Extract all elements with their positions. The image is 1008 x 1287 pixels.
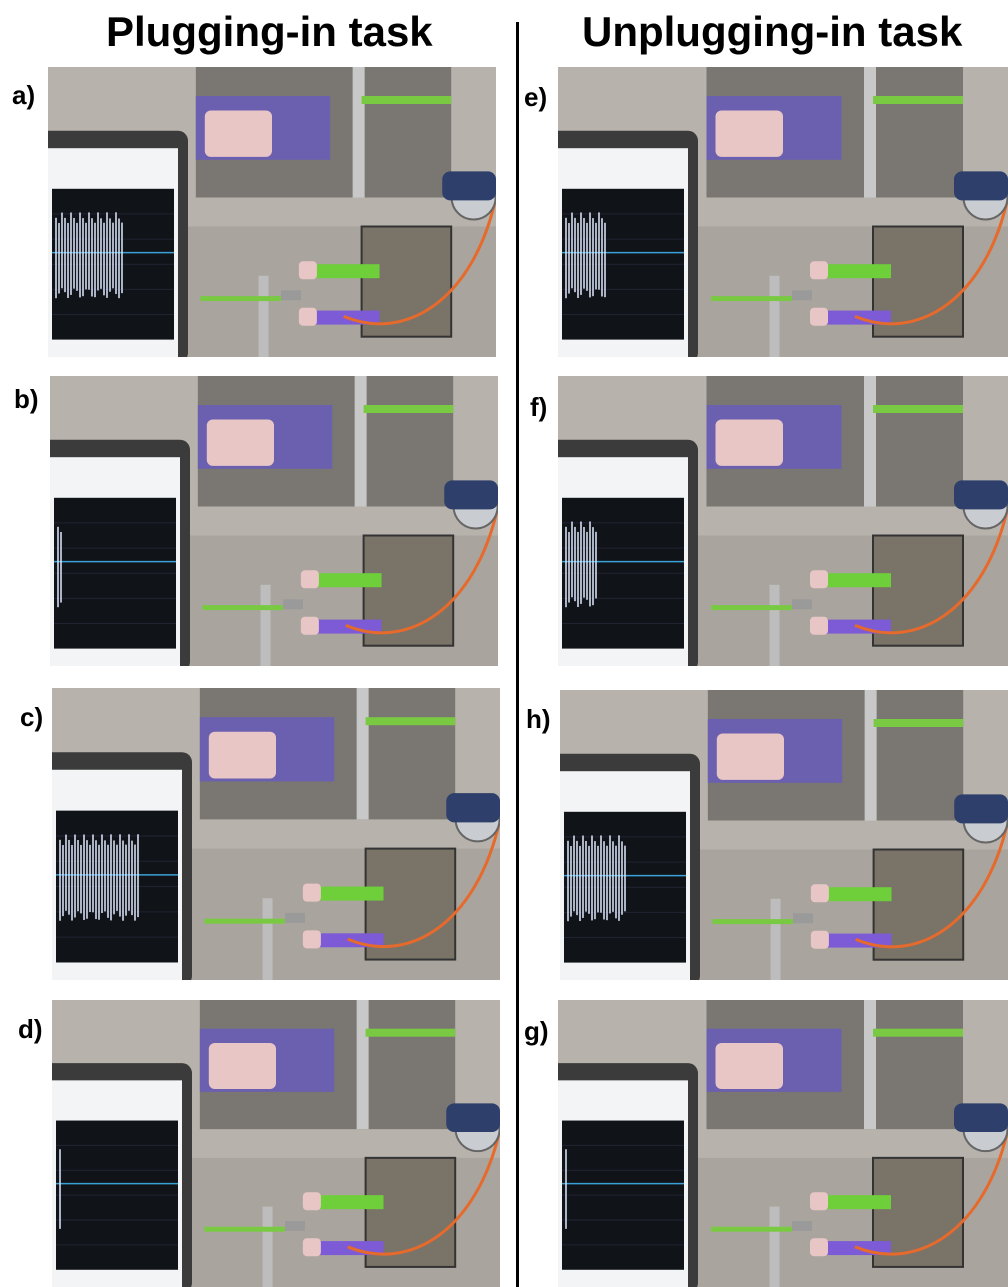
gripper-finger-green (311, 1195, 384, 1210)
stand-post (770, 898, 781, 980)
photo-panel-e (558, 67, 1008, 357)
fiber-cable (711, 296, 792, 302)
orange-cable (343, 197, 496, 326)
panel-label-e: e) (524, 82, 548, 112)
photo-panel-h (560, 690, 1008, 980)
gripper-finger-green (819, 573, 891, 588)
orange-cable (347, 1128, 500, 1256)
fiber-cable (204, 918, 285, 924)
photo-panel-b (50, 376, 498, 666)
gripper-finger-green (309, 573, 382, 588)
stand-post (262, 1206, 273, 1287)
stand-post (258, 275, 269, 357)
panel-label-f: f) (530, 392, 548, 422)
gripper-finger-green (819, 264, 891, 279)
column-divider (516, 22, 519, 1287)
orange-cable (854, 506, 1008, 635)
heading-plugging-in: Plugging-in task (106, 8, 433, 55)
photo-panel-a (48, 67, 496, 357)
panel-label-g: g) (524, 1016, 549, 1046)
gripper-finger-green (311, 886, 384, 901)
gripper-finger-green (819, 887, 892, 902)
stand-post (769, 1206, 780, 1287)
stand-post (769, 584, 780, 666)
panel-label-h: h) (526, 704, 551, 734)
orange-cable (854, 197, 1008, 326)
orange-cable (855, 820, 1008, 949)
gripper-finger-green (819, 1195, 891, 1210)
gripper-finger-green (307, 264, 380, 279)
fiber-cable (711, 1226, 792, 1232)
heading-unplugging: Unplugging-in task (582, 8, 963, 55)
photo-panel-d (52, 1000, 500, 1287)
panel-label-d: d) (18, 1014, 43, 1044)
photo-panel-g (558, 1000, 1008, 1287)
orange-cable (347, 819, 500, 949)
stand-post (262, 898, 273, 980)
fiber-cable (711, 605, 792, 611)
photo-panel-c (52, 688, 500, 980)
panel-label-b: b) (14, 384, 39, 414)
fiber-cable (712, 919, 793, 925)
stand-post (260, 584, 271, 666)
photo-panel-f (558, 376, 1008, 666)
fiber-cable (202, 605, 283, 611)
stand-post (769, 275, 780, 357)
orange-cable (854, 1128, 1008, 1256)
orange-cable (345, 506, 498, 635)
fiber-cable (204, 1226, 285, 1232)
panel-label-c: c) (20, 702, 44, 732)
fiber-cable (200, 296, 281, 302)
panel-label-a: a) (12, 80, 36, 110)
